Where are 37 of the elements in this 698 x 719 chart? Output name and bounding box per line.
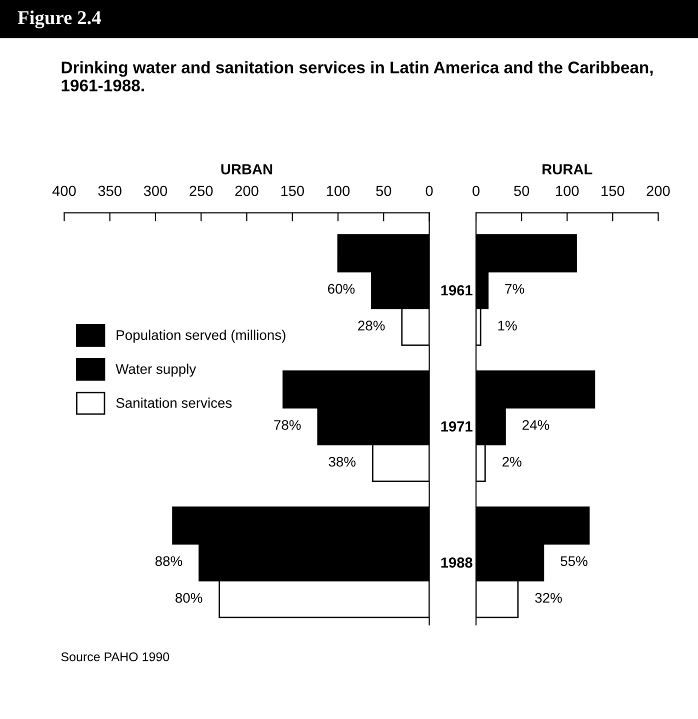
x-tick-label: 150 [281, 186, 304, 196]
x-tick-label: 0 [472, 186, 480, 196]
y-tick-label: 1961 [441, 285, 472, 296]
source-note: Source PAHO 1990 [61, 652, 170, 662]
chart-subtitle: Drinking water and sanitation services in Latin America and the Caribbean, 1961-1988. [62, 61, 653, 92]
legend-label: Population served (millions) [116, 330, 286, 343]
y-tick-label: 1988 [441, 557, 472, 568]
x-tick-label: 50 [514, 186, 530, 196]
x-tick-label: 350 [98, 186, 122, 196]
y-tick-label: 1971 [441, 421, 472, 432]
annotation: 1% [498, 320, 517, 330]
x-axis-title: URBAN [221, 164, 272, 174]
x-tick-label: 200 [235, 186, 258, 196]
annotation: 7% [505, 284, 524, 294]
annotation: 88% [155, 556, 182, 566]
x-tick-label: 400 [52, 186, 76, 196]
x-tick-label: 50 [376, 186, 392, 196]
x-tick-label: 100 [326, 186, 350, 196]
x-tick-label: 150 [602, 186, 624, 196]
annotation: 60% [328, 284, 355, 294]
x-tick-label: 100 [556, 186, 579, 196]
x-axis-title: RURAL [542, 164, 592, 174]
legend-label: Water supply [116, 364, 196, 377]
x-tick-label: 200 [646, 186, 670, 196]
annotation: 2% [502, 456, 522, 467]
chart-title: Figure 2.4 [18, 10, 101, 28]
legend-label: Sanitation services [116, 398, 232, 408]
annotation: 24% [522, 420, 550, 430]
annotation: 78% [274, 420, 301, 430]
annotation: 80% [176, 592, 202, 603]
annotation: 28% [358, 320, 385, 331]
x-tick-label: 250 [190, 186, 213, 196]
annotation: 38% [328, 456, 356, 467]
annotation: 32% [535, 592, 562, 603]
x-tick-label: 300 [144, 186, 168, 196]
x-tick-label: 0 [426, 186, 433, 196]
annotation: 55% [560, 556, 588, 566]
